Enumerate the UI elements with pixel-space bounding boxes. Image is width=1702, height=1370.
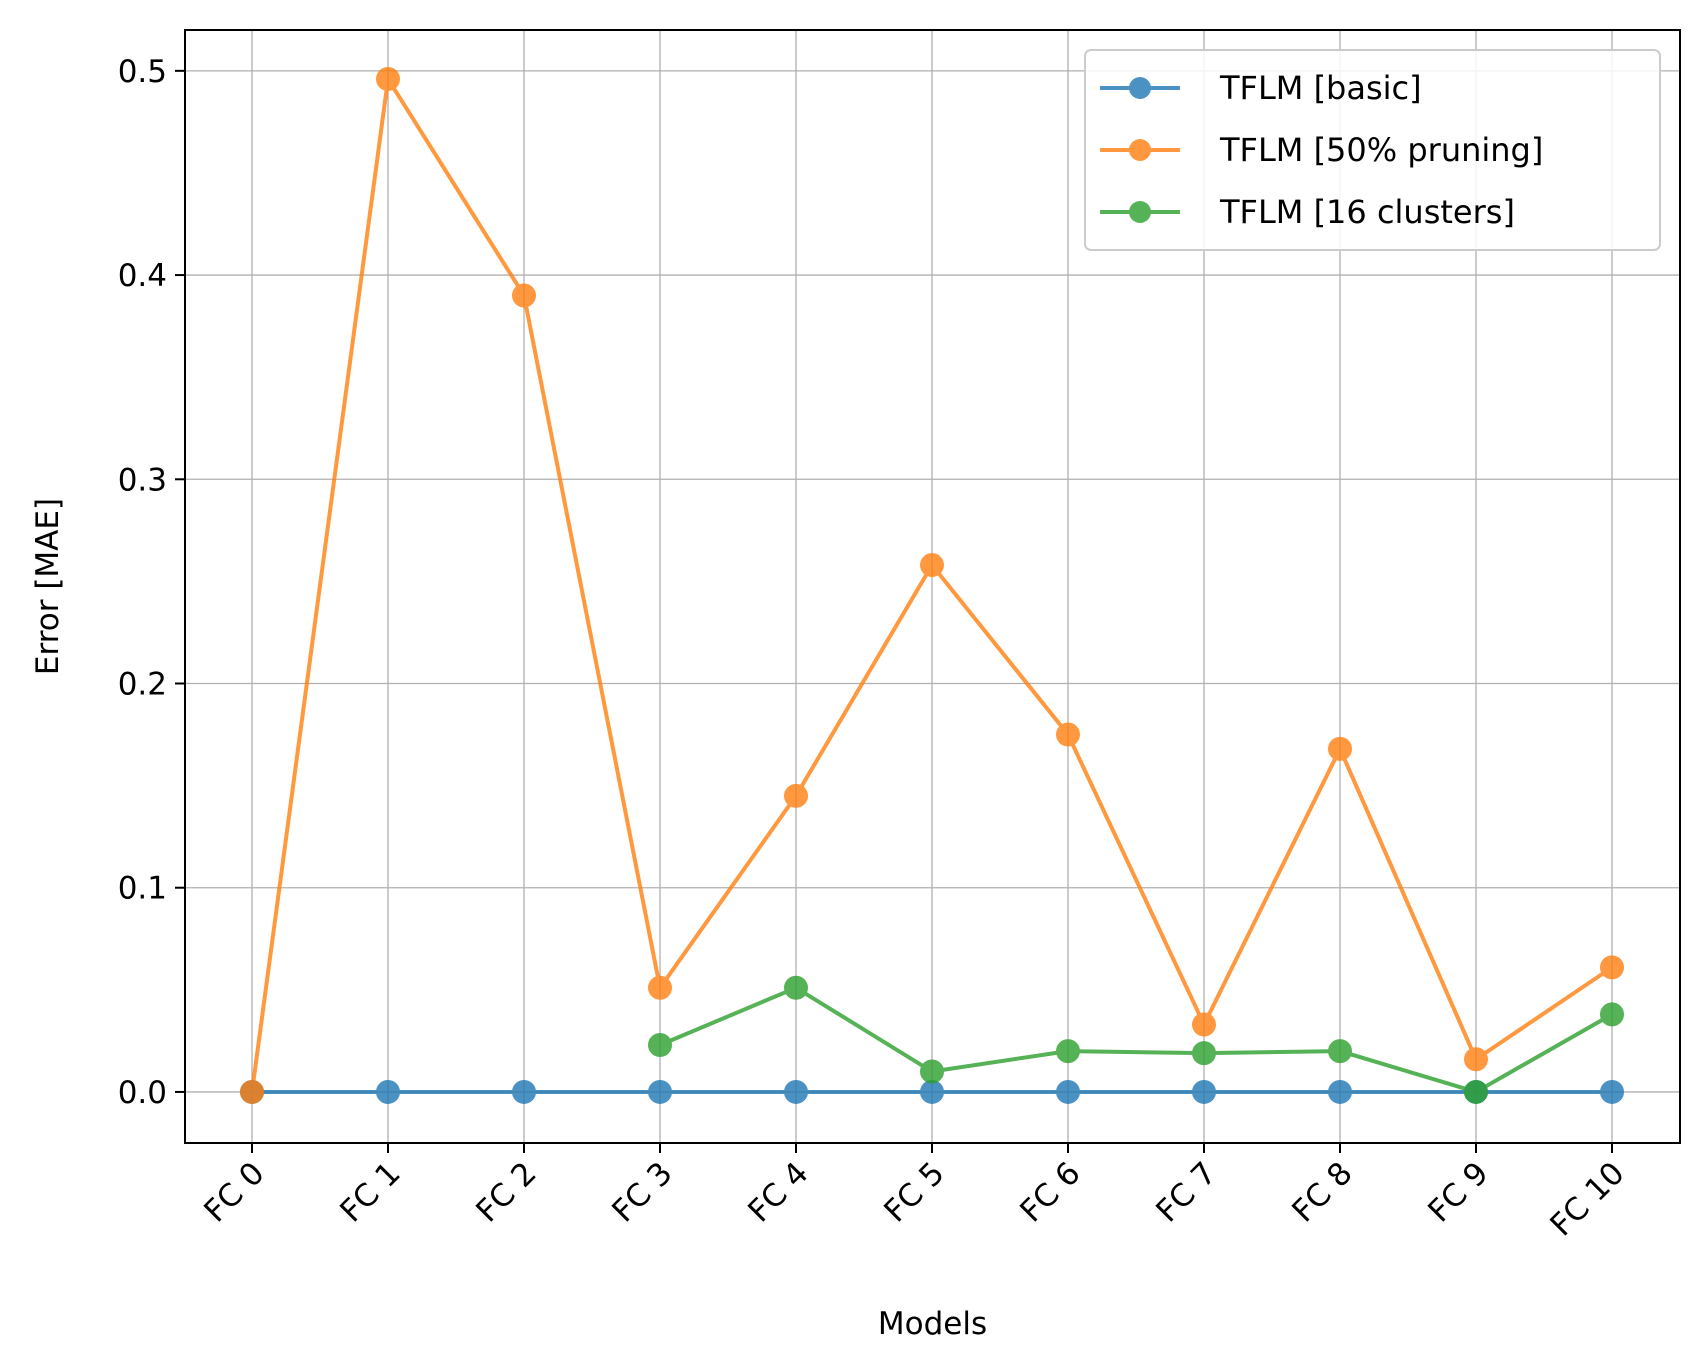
legend-label: TFLM [16 clusters] [1219,193,1515,231]
legend-marker [1129,201,1151,223]
data-point [376,67,400,92]
series-TFLM [16 clusters] [648,975,1624,1104]
data-point [1192,1079,1216,1104]
data-point [1192,1012,1216,1037]
data-point [920,1059,944,1084]
data-point [1464,1079,1488,1104]
y-tick-label: 0.4 [118,258,167,294]
legend: TFLM [basic] TFLM [50% pruning] TFLM [16 c… [1084,49,1661,251]
data-point [784,783,808,808]
series-line [659,985,1613,1094]
data-point [1328,1079,1352,1104]
data-point [1056,722,1080,747]
x-tick-label: FC 1 [333,1155,407,1229]
data-point [648,1079,672,1104]
data-point [784,1079,808,1104]
data-point [1328,1039,1352,1064]
legend-label: TFLM [50% pruning] [1219,131,1543,169]
x-tick-label: FC 8 [1285,1155,1359,1229]
x-tick-label: FC 3 [605,1155,679,1229]
legend-handle [1100,77,1180,99]
x-tick-label: FC 7 [1149,1155,1223,1229]
series-TFLM [basic] [240,1079,1624,1104]
x-tick-label: FC 0 [197,1155,271,1229]
series-TFLM [50% pruning] [240,67,1624,1104]
legend-marker [1129,139,1151,161]
x-tick-label: FC 4 [741,1155,815,1229]
x-tick-label: FC 6 [1013,1155,1087,1229]
legend-handle [1100,201,1180,223]
data-point [1464,1047,1488,1072]
y-tick-label: 0.5 [118,54,167,90]
x-axis-title: Models [878,1306,987,1342]
y-tick-label: 0.0 [118,1075,167,1111]
legend-box [1084,49,1661,251]
y-tick-label: 0.3 [118,462,167,498]
data-point [920,553,944,578]
x-tick-label: FC 10 [1543,1155,1631,1243]
data-point [512,1079,536,1104]
data-point [512,283,536,308]
data-point [376,1079,400,1104]
data-point [784,975,808,1000]
data-point [1600,1079,1624,1104]
data-point [920,1079,944,1104]
y-tick-label: 0.2 [118,667,167,703]
x-tick-label: FC 2 [469,1155,543,1229]
data-point [1192,1041,1216,1066]
y-axis-title: Error [MAE] [30,498,66,675]
legend-marker [1129,77,1151,99]
data-point [240,1079,264,1104]
x-tick-label: FC 5 [877,1155,951,1229]
legend-handle [1100,139,1180,161]
data-point [1056,1079,1080,1104]
data-point [1600,1002,1624,1027]
data-point [1328,736,1352,761]
series-layer [240,67,1624,1104]
x-tick-label: FC 9 [1421,1155,1495,1229]
legend-label: TFLM [basic] [1219,69,1422,107]
data-point [1600,955,1624,980]
y-tick-label: 0.1 [118,871,167,907]
data-point [648,1032,672,1057]
data-point [1056,1039,1080,1064]
data-point [648,975,672,1000]
